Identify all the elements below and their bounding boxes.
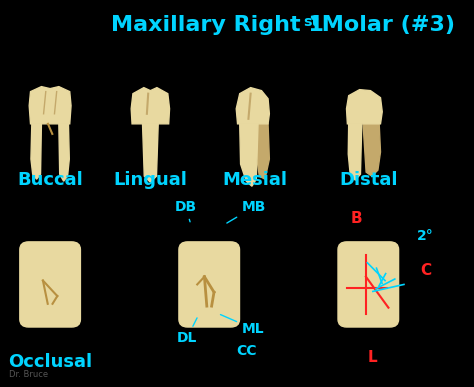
FancyBboxPatch shape (338, 242, 399, 327)
Polygon shape (256, 124, 269, 179)
Polygon shape (143, 124, 158, 182)
Text: Distal: Distal (339, 171, 398, 189)
Polygon shape (31, 124, 41, 179)
Polygon shape (236, 87, 269, 124)
Polygon shape (363, 124, 381, 176)
Text: Molar (#3): Molar (#3) (314, 15, 455, 36)
Text: DB: DB (174, 200, 196, 222)
Text: Occlusal: Occlusal (8, 353, 92, 371)
Text: B: B (351, 211, 362, 226)
Text: L: L (368, 351, 377, 365)
Text: MB: MB (227, 200, 266, 223)
Polygon shape (59, 124, 69, 181)
Text: C: C (421, 264, 432, 278)
Text: 2°: 2° (417, 229, 433, 243)
Text: Mesial: Mesial (222, 171, 287, 189)
Polygon shape (29, 87, 71, 124)
Text: Dr. Bruce: Dr. Bruce (9, 370, 48, 379)
Text: ML: ML (220, 315, 264, 336)
Text: DL: DL (176, 318, 197, 346)
Text: Lingual: Lingual (113, 171, 187, 189)
FancyBboxPatch shape (179, 242, 239, 327)
Text: Buccal: Buccal (17, 171, 83, 189)
Polygon shape (346, 90, 382, 124)
FancyBboxPatch shape (20, 242, 81, 327)
Text: st: st (303, 15, 319, 29)
Polygon shape (240, 124, 258, 186)
Polygon shape (131, 87, 170, 124)
Polygon shape (348, 124, 362, 180)
Text: Maxillary Right 1: Maxillary Right 1 (111, 15, 324, 36)
Text: CC: CC (236, 344, 256, 358)
